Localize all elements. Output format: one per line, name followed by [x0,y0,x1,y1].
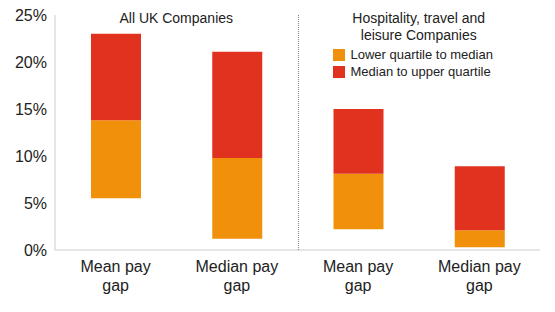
html-text:Median to upper quartile: Median to upper quartile [350,64,491,79]
html-text:Hospitality, travel and leisur: Hospitality, travel and leisure Companie… [352,10,486,43]
svg-text:25%: 25% [15,7,47,24]
html-text:Lower quartile to median: Lower quartile to median [350,47,493,62]
svg-text:Mean paygap: Mean paygap [323,258,393,294]
svg-text:Median paygap: Median paygap [196,258,279,294]
svg-text:0%: 0% [24,242,47,259]
svg-text:5%: 5% [24,195,47,212]
svg-text:Median paygap: Median paygap [438,258,521,294]
svg-text:20%: 20% [15,54,47,71]
html-text:All UK Companies: All UK Companies [119,10,233,26]
svg-text:15%: 15% [15,101,47,118]
svg-text:Mean paygap: Mean paygap [80,258,150,294]
svg-text:10%: 10% [15,148,47,165]
